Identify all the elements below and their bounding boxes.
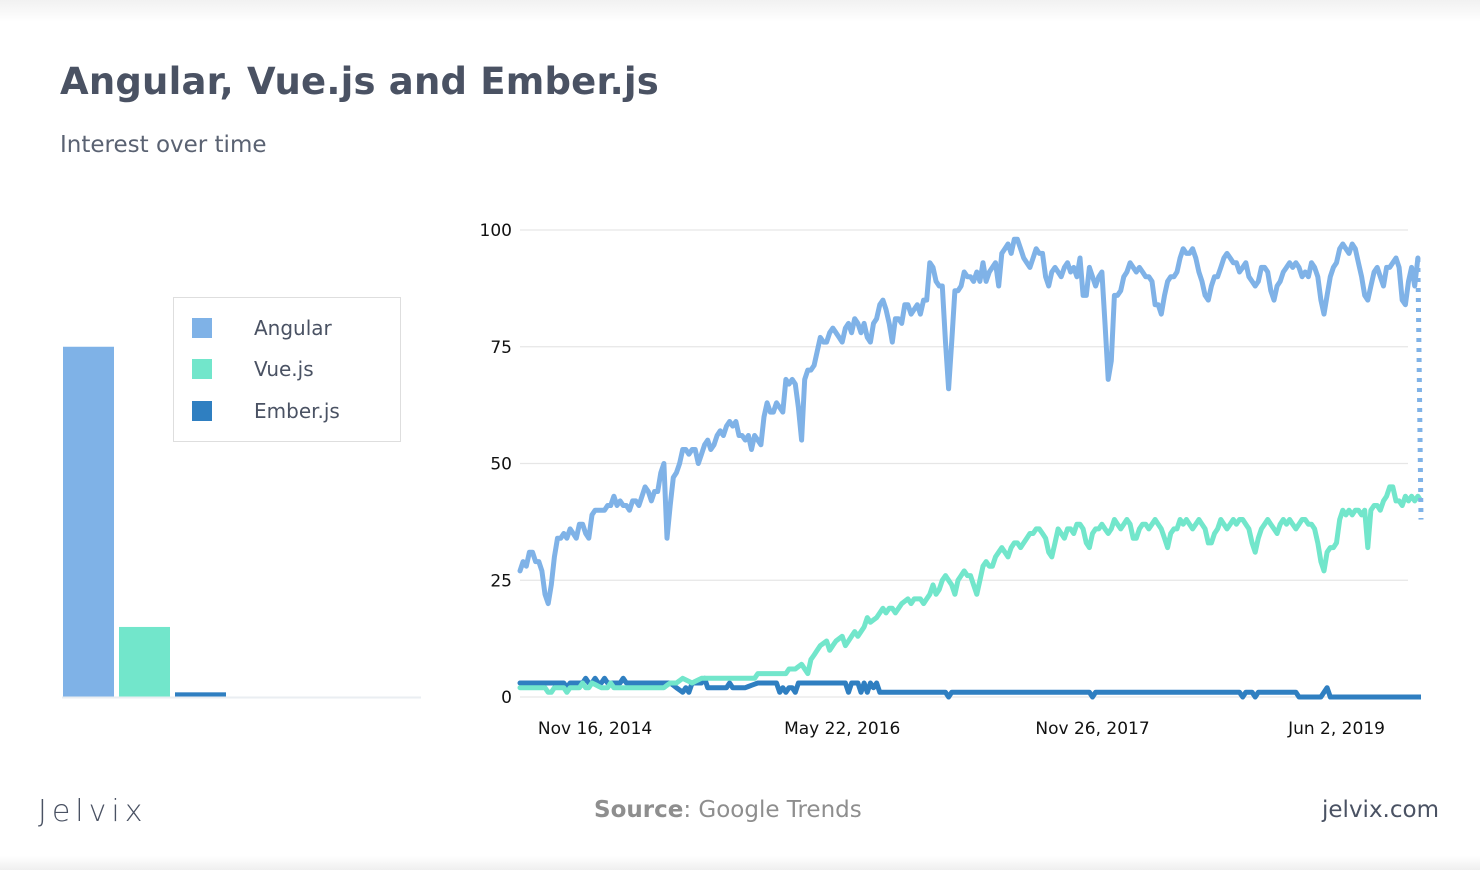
y-tick-label: 100	[480, 221, 512, 241]
x-tick-label: Nov 26, 2017	[1035, 719, 1149, 739]
series-line-vue-js[interactable]	[517, 484, 1421, 695]
bottom-shadow	[0, 856, 1480, 870]
x-tick-label: May 22, 2016	[784, 719, 900, 739]
legend-item-angular[interactable]: Angular	[192, 316, 332, 340]
legend-swatch-vue	[192, 359, 212, 379]
y-tick-label: 0	[501, 688, 512, 708]
chart-legend: Angular Vue.js Ember.js	[173, 297, 401, 442]
bar-ember-js[interactable]	[175, 692, 226, 697]
source-label: Source	[594, 797, 684, 823]
legend-swatch-angular	[192, 318, 212, 338]
x-tick-label: Nov 16, 2014	[538, 719, 652, 739]
source-credit: Source: Google Trends	[594, 797, 862, 823]
series-line-angular[interactable]	[517, 236, 1421, 607]
bar-chart-bars	[63, 346, 226, 697]
site-link[interactable]: jelvix.com	[1322, 797, 1439, 823]
line-chart-series	[517, 236, 1424, 700]
page-subtitle: Interest over time	[60, 132, 267, 158]
series-partial-angular	[1415, 257, 1424, 520]
source-separator: :	[683, 797, 692, 823]
x-tick-label: Jun 2, 2019	[1287, 719, 1385, 739]
legend-label: Angular	[254, 316, 332, 340]
legend-swatch-ember	[192, 401, 212, 421]
y-tick-label: 25	[490, 571, 512, 591]
y-tick-label: 50	[490, 455, 512, 475]
line-chart-gridlines	[520, 229, 1408, 698]
jelvix-logo: Jelvix	[38, 794, 148, 829]
top-shadow	[0, 0, 1480, 22]
source-value: Google Trends	[691, 797, 862, 823]
bar-angular[interactable]	[63, 346, 114, 697]
page-title: Angular, Vue.js and Ember.js	[60, 60, 660, 103]
bar-vue-js[interactable]	[119, 626, 170, 697]
legend-label: Vue.js	[254, 357, 314, 381]
line-chart-y-ticks: 0 25 50 75 100	[480, 221, 512, 708]
line-chart-x-ticks: Nov 16, 2014 May 22, 2016 Nov 26, 2017 Jun …	[538, 719, 1385, 739]
legend-label: Ember.js	[254, 399, 340, 423]
legend-item-ember[interactable]: Ember.js	[192, 399, 340, 423]
y-tick-label: 75	[490, 338, 512, 358]
legend-item-vue[interactable]: Vue.js	[192, 357, 314, 381]
